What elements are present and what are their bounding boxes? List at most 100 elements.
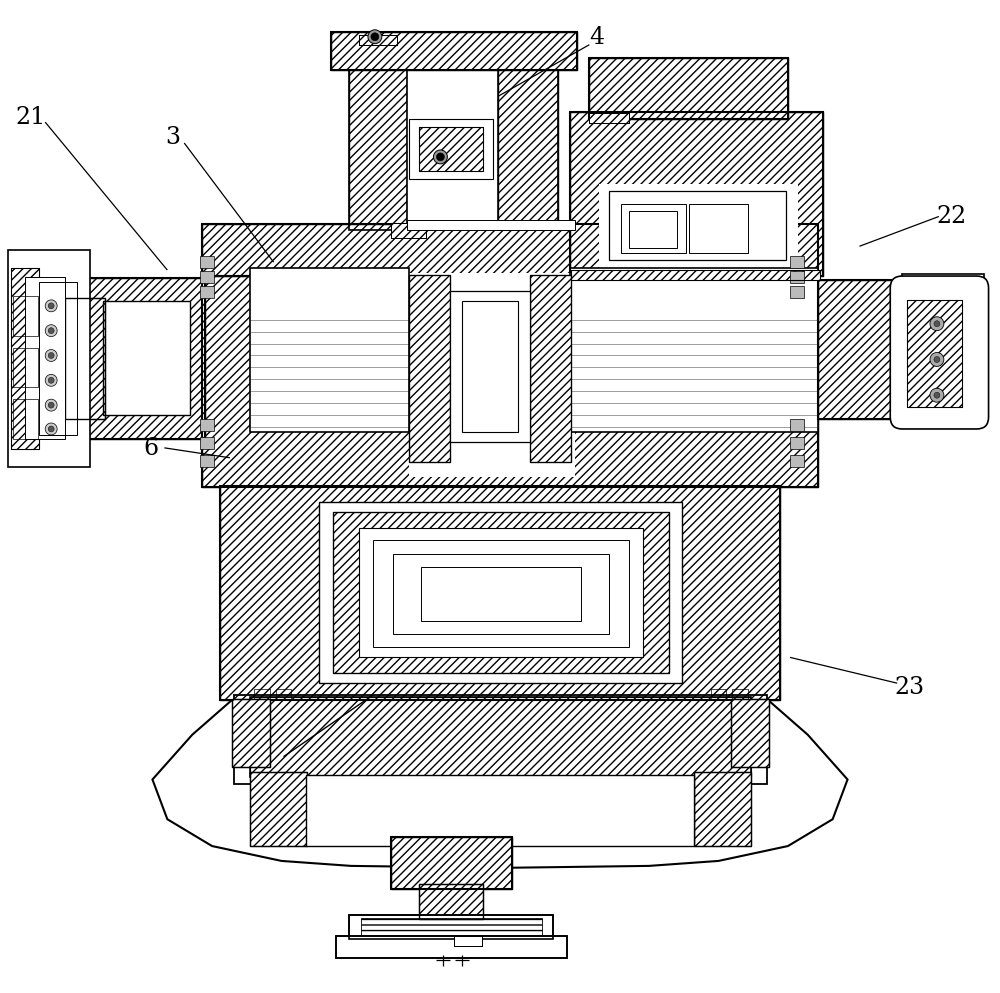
Bar bbox=[609, 191, 786, 260]
Bar bbox=[907, 300, 962, 407]
Bar bbox=[407, 220, 575, 230]
Bar bbox=[333, 512, 669, 673]
Bar bbox=[359, 35, 397, 45]
Circle shape bbox=[368, 30, 382, 44]
Bar bbox=[570, 112, 823, 276]
Circle shape bbox=[48, 402, 54, 408]
Bar bbox=[419, 884, 483, 919]
Bar bbox=[250, 697, 751, 777]
FancyBboxPatch shape bbox=[890, 276, 989, 429]
Bar bbox=[200, 256, 214, 268]
Bar bbox=[570, 112, 823, 276]
Bar bbox=[454, 936, 482, 946]
Bar bbox=[361, 918, 542, 937]
Bar bbox=[232, 699, 270, 767]
Bar bbox=[530, 275, 571, 462]
Bar bbox=[276, 689, 291, 699]
Bar bbox=[349, 34, 407, 230]
Bar bbox=[790, 455, 804, 467]
Circle shape bbox=[930, 317, 944, 331]
Bar bbox=[454, 936, 482, 946]
Bar bbox=[25, 277, 65, 439]
Bar bbox=[419, 127, 483, 171]
Bar bbox=[202, 276, 818, 487]
Bar bbox=[359, 35, 397, 45]
Bar bbox=[391, 837, 512, 889]
Bar bbox=[818, 280, 909, 419]
Bar bbox=[907, 300, 962, 407]
Bar bbox=[731, 699, 769, 767]
Bar bbox=[391, 837, 512, 889]
Bar bbox=[790, 256, 804, 268]
Bar bbox=[11, 268, 39, 449]
Circle shape bbox=[45, 374, 57, 386]
Bar bbox=[65, 298, 105, 419]
Text: 23: 23 bbox=[894, 675, 924, 699]
Bar bbox=[818, 280, 909, 419]
Bar bbox=[13, 348, 38, 387]
Circle shape bbox=[45, 399, 57, 411]
Bar bbox=[409, 119, 493, 179]
Bar bbox=[694, 772, 751, 846]
Circle shape bbox=[48, 377, 54, 383]
Bar bbox=[250, 697, 751, 777]
Bar bbox=[621, 204, 686, 253]
Bar bbox=[349, 34, 407, 230]
Circle shape bbox=[934, 356, 940, 362]
Bar bbox=[391, 223, 426, 238]
Bar bbox=[599, 184, 798, 268]
Bar bbox=[306, 775, 694, 846]
Bar bbox=[88, 278, 205, 439]
Bar bbox=[589, 58, 788, 119]
Bar bbox=[331, 32, 577, 70]
Bar bbox=[589, 113, 629, 123]
Bar bbox=[902, 274, 984, 425]
Bar bbox=[331, 32, 577, 70]
Bar bbox=[202, 276, 818, 487]
Bar bbox=[498, 34, 558, 230]
Bar bbox=[200, 437, 214, 449]
Bar bbox=[373, 540, 629, 647]
Circle shape bbox=[930, 353, 944, 366]
Bar bbox=[202, 224, 818, 276]
Circle shape bbox=[934, 392, 940, 398]
Bar bbox=[220, 486, 780, 700]
Bar bbox=[589, 58, 788, 119]
Text: 4: 4 bbox=[589, 26, 604, 50]
Circle shape bbox=[45, 300, 57, 312]
Bar bbox=[250, 772, 307, 846]
Bar bbox=[409, 273, 575, 477]
Bar bbox=[103, 301, 190, 415]
Bar bbox=[200, 419, 214, 431]
Circle shape bbox=[48, 353, 54, 358]
Bar bbox=[409, 275, 450, 462]
Bar bbox=[220, 486, 780, 700]
Bar bbox=[790, 286, 804, 298]
Bar bbox=[200, 455, 214, 467]
Bar bbox=[571, 270, 820, 280]
Bar bbox=[571, 270, 820, 280]
Circle shape bbox=[930, 388, 944, 402]
Bar bbox=[103, 301, 190, 415]
Bar bbox=[336, 936, 567, 958]
Bar bbox=[409, 275, 450, 462]
Circle shape bbox=[45, 423, 57, 435]
Circle shape bbox=[436, 153, 444, 161]
Bar bbox=[450, 291, 530, 442]
Bar bbox=[250, 268, 409, 432]
Bar bbox=[419, 884, 483, 919]
Bar bbox=[232, 699, 270, 767]
Text: 22: 22 bbox=[937, 205, 967, 228]
Bar bbox=[732, 689, 748, 699]
Bar bbox=[254, 689, 270, 699]
Bar bbox=[570, 268, 818, 432]
Bar bbox=[202, 224, 818, 276]
Bar bbox=[790, 419, 804, 431]
Circle shape bbox=[48, 328, 54, 334]
Polygon shape bbox=[152, 700, 848, 868]
Bar bbox=[250, 772, 307, 846]
Bar bbox=[462, 301, 518, 432]
Bar bbox=[333, 512, 669, 673]
Bar bbox=[349, 915, 553, 939]
Bar bbox=[319, 502, 682, 683]
